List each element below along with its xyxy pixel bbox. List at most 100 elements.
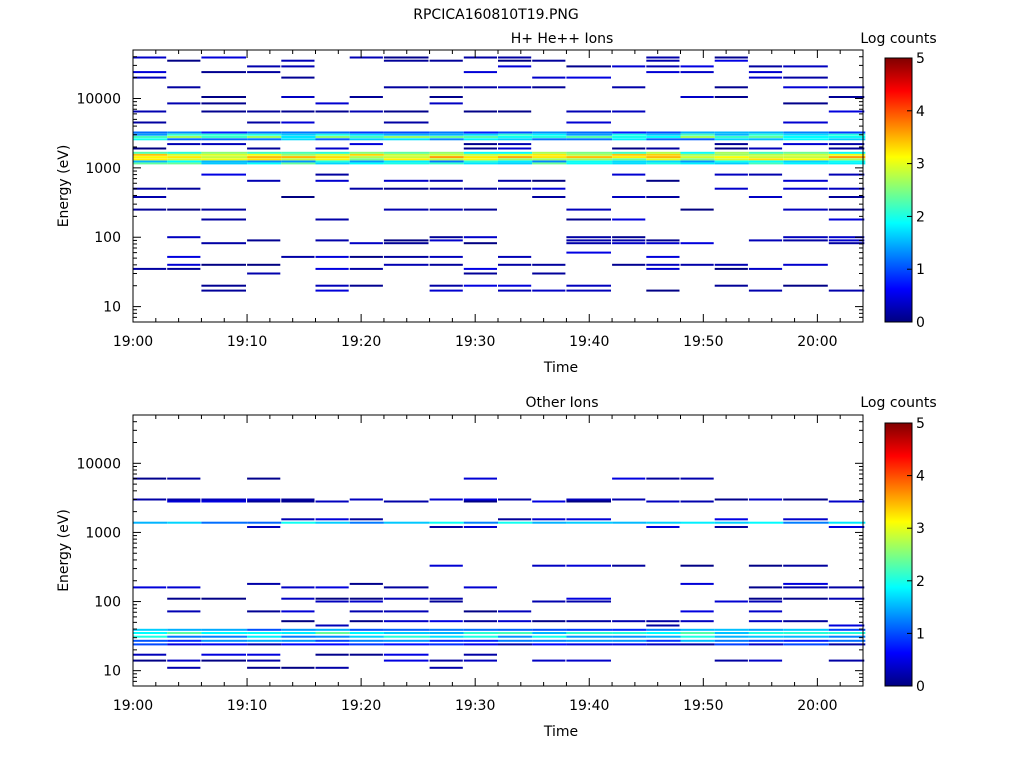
heatmap-cell [532,500,566,503]
heatmap-cell [429,620,463,623]
heatmap-cell [680,521,715,524]
heatmap-cell [828,133,866,136]
heatmap-cell [828,110,865,113]
heatmap-cell [714,643,749,646]
heatmap-cell [532,138,567,141]
heatmap-cell [498,643,533,646]
x-tick-label: 19:10 [227,334,267,350]
heatmap-cell [167,160,202,163]
heatmap-cell [315,635,350,638]
heatmap-cell [247,653,281,656]
heatmap-cell [429,136,464,138]
y-tick-label: 100 [94,230,121,246]
heatmap-cell [315,179,349,182]
heatmap-cell [566,133,612,136]
heatmap-cell [566,251,611,254]
heatmap-cell [133,586,167,589]
heatmap-cell [315,639,350,642]
colorbar-tick-label: 0 [916,315,925,331]
heatmap-cell [566,110,611,113]
heatmap-cell [281,96,315,98]
heatmap-cell [201,162,247,165]
heatmap-cell [247,526,281,528]
heatmap-cell [247,666,281,669]
heatmap-cell [167,666,201,669]
heatmap-cell [315,653,349,656]
heatmap-cell [201,173,246,176]
heatmap-cell [429,628,464,631]
heatmap-cell [383,255,429,258]
heatmap-cell [247,639,282,642]
heatmap-cell [783,635,829,638]
heatmap-cell [783,239,828,242]
heatmap-cell [566,136,612,138]
heatmap-cell [612,498,646,501]
heatmap-cell [748,620,783,623]
heatmap-cell [383,586,429,589]
heatmap-cell [680,96,714,98]
heatmap-cell [201,500,246,503]
heatmap-cell [133,76,167,79]
heatmap-cell [315,158,350,161]
heatmap-cell [463,610,497,613]
heatmap-cell [566,597,611,600]
heatmap-cell [281,521,316,524]
heatmap-cell [201,628,247,631]
heatmap-cell [714,147,748,150]
colorbar-tick-label: 4 [916,469,925,485]
heatmap-cell [714,628,749,631]
heatmap-cell [463,151,498,154]
heatmap-cell [680,620,714,623]
heatmap-cell [133,653,167,656]
heatmap-cell [315,138,350,141]
heatmap-cell [463,628,498,631]
heatmap-cell [828,86,865,89]
heatmap-cell [612,65,646,68]
heatmap-cell [783,160,829,163]
heatmap-cell [281,110,315,113]
heatmap-cell [783,582,828,585]
heatmap-cell [247,160,282,163]
heatmap-cell [714,659,748,662]
heatmap-cell [680,160,715,163]
heatmap-cell [566,289,611,292]
heatmap-cell [783,102,828,105]
heatmap-cell [783,521,829,524]
heatmap-cell [349,156,384,159]
heatmap-cell [828,628,866,631]
heatmap-cell [349,158,384,161]
heatmap-cell [429,289,463,292]
heatmap-cell [315,624,349,627]
heatmap-cell [201,289,246,292]
heatmap-cell [463,643,498,646]
heatmap-cell [349,143,383,146]
heatmap-cell [429,284,463,287]
heatmap-cell [463,110,497,113]
heatmap-cell [349,643,384,646]
heatmap-cell [828,173,865,176]
heatmap-cell [498,255,532,258]
heatmap-cell [714,498,748,501]
heatmap-cell [498,284,532,287]
heatmap-cell [498,158,533,161]
heatmap-cell [247,632,282,634]
heatmap-cell [646,239,680,242]
heatmap-cell [247,133,282,136]
heatmap-cell [783,208,828,211]
heatmap-cell [315,173,349,176]
heatmap-cell [498,153,533,156]
heatmap-cell [680,151,715,154]
heatmap-cell [680,136,715,138]
heatmap-cell [748,564,783,567]
heatmap-cell [748,156,784,159]
heatmap-cell [383,239,429,242]
heatmap-cell [281,620,315,623]
heatmap-cell [748,196,783,198]
heatmap-cell [429,632,464,634]
heatmap-cell [828,632,866,634]
heatmap-cell [566,65,611,68]
heatmap-cell [680,208,714,211]
heatmap-cell [612,635,647,638]
heatmap-cell [646,624,680,627]
panel-title: H+ He++ Ions [511,31,614,47]
